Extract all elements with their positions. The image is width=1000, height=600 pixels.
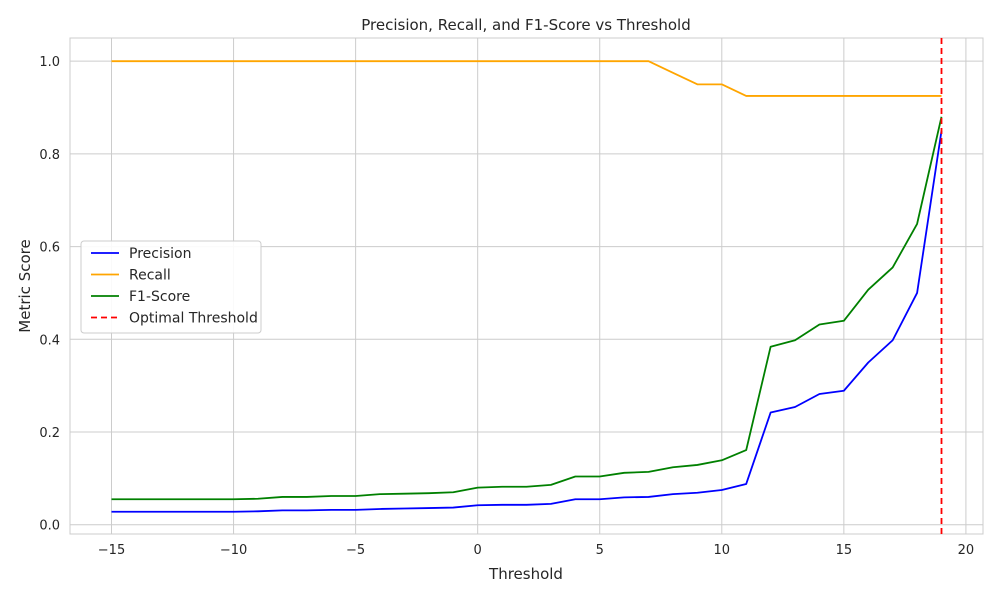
- chart-title: Precision, Recall, and F1-Score vs Thres…: [361, 16, 691, 34]
- x-tick-label: 5: [596, 543, 604, 558]
- series-line-recall: [111, 60, 942, 97]
- x-tick-label: 0: [474, 543, 482, 558]
- y-tick-label: 0.2: [39, 426, 60, 441]
- x-tick-label: 10: [714, 543, 731, 558]
- y-tick-label: 0.8: [39, 148, 60, 163]
- y-ticks: 0.0 0.2 0.4 0.6 0.8 1.0: [39, 55, 60, 534]
- series-layer: [111, 38, 943, 534]
- legend-label: Recall: [129, 268, 171, 284]
- legend-label: Optimal Threshold: [129, 311, 258, 327]
- x-tick-label: −5: [346, 543, 365, 558]
- y-tick-label: 0.0: [39, 519, 60, 534]
- y-axis-label: Metric Score: [16, 239, 34, 332]
- legend-label: F1-Score: [129, 289, 190, 305]
- legend: Precision Recall F1-Score Optimal Threshold: [80, 240, 262, 334]
- x-axis-label: Threshold: [488, 565, 563, 583]
- y-tick-label: 0.4: [39, 333, 60, 348]
- x-ticks: −15 −10 −5 0 5 10 15 20: [98, 543, 974, 558]
- x-tick-label: 15: [836, 543, 853, 558]
- x-tick-label: −10: [220, 543, 247, 558]
- y-tick-label: 0.6: [39, 241, 60, 256]
- series-line-precision: [111, 130, 943, 513]
- y-tick-label: 1.0: [39, 55, 60, 70]
- legend-label: Precision: [129, 246, 191, 262]
- series-line-f1-score: [111, 116, 943, 501]
- x-tick-label: 20: [958, 543, 975, 558]
- x-tick-label: −15: [98, 543, 125, 558]
- legend-box: [80, 240, 262, 334]
